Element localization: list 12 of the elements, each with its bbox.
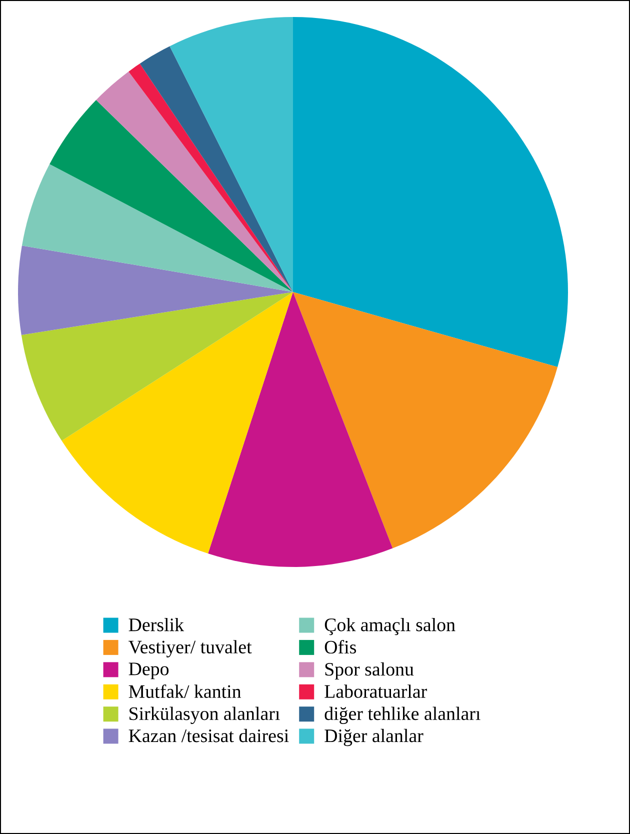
- legend-label: Vestiyer/ tuvalet: [128, 640, 252, 658]
- legend-label: Kazan /tesisat dairesi: [128, 728, 289, 742]
- legend-label: Depo: [128, 662, 169, 680]
- legend-label: Ofis: [324, 640, 356, 654]
- legend-label: Laboratuarlar: [324, 684, 427, 698]
- legend-label: Mutfak/ kantin: [128, 684, 242, 698]
- legend-label: Spor salonu: [325, 662, 414, 680]
- legend-label: Sirkülasyon alanları: [130, 706, 280, 724]
- legend-label: Derslik: [128, 618, 184, 632]
- legend-label: diğer tehlike alanları: [324, 706, 480, 724]
- legend-label: Çok amaçlı salon: [324, 618, 456, 636]
- legend-label: Diğer alanlar: [324, 728, 424, 746]
